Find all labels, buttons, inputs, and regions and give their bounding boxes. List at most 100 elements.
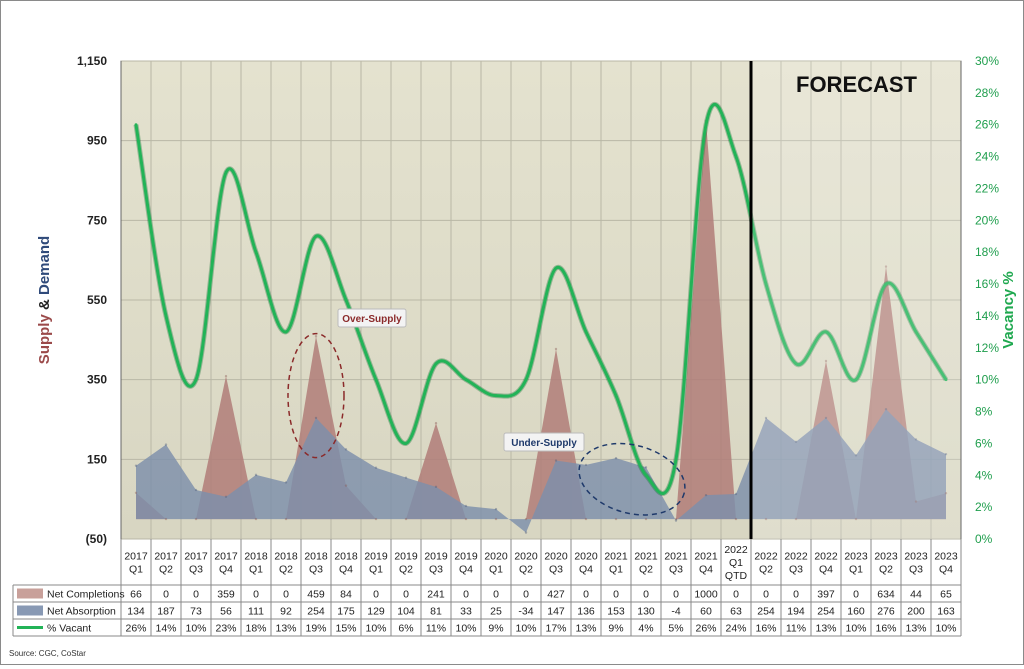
vacancy-point xyxy=(554,266,558,270)
x-category-label: 2019 xyxy=(394,551,418,563)
over-supply-box xyxy=(337,308,407,328)
table-cell: 397 xyxy=(817,589,835,601)
net-completions-point xyxy=(794,517,798,521)
net-absorption-point xyxy=(614,456,618,460)
net-completions-point xyxy=(464,517,468,521)
net-completions-point xyxy=(314,335,318,338)
x-category-label: 2018 xyxy=(244,551,268,563)
source-note: Source: CGC, CoStar xyxy=(9,649,86,658)
vacancy-point xyxy=(824,330,828,334)
y2-tick-label: 30% xyxy=(975,54,999,68)
y2-tick-label: 26% xyxy=(975,118,999,132)
net-completions-point xyxy=(194,517,198,521)
table-cell: 16% xyxy=(875,623,896,635)
x-category-label: 2019 xyxy=(364,551,388,563)
table-cell: 160 xyxy=(847,606,865,618)
vacancy-point xyxy=(524,378,528,382)
x-category-label: 2017 xyxy=(184,551,208,563)
table-cell: 33 xyxy=(460,606,472,618)
vacancy-point xyxy=(674,457,678,461)
table-cell: 19% xyxy=(305,623,326,635)
net-absorption-point xyxy=(764,416,768,420)
table-cell: 254 xyxy=(307,606,325,618)
vacancy-point xyxy=(224,171,228,175)
x-category-label: Q4 xyxy=(579,564,593,576)
net-absorption-point xyxy=(644,466,648,469)
x-category-label: Q1 xyxy=(369,564,383,576)
y2-tick-label: 18% xyxy=(975,245,999,259)
net-absorption-point xyxy=(434,485,438,489)
table-cell: 10% xyxy=(455,623,476,635)
x-category-label: Q3 xyxy=(309,564,323,576)
data-table: 2017Q12017Q22017Q32017Q42018Q12018Q22018… xyxy=(12,539,962,637)
net-absorption-area xyxy=(136,409,946,533)
vacancy-point xyxy=(644,473,648,477)
table-cell: -4 xyxy=(671,606,680,618)
table-cell: 0 xyxy=(463,589,469,601)
y2-tick-label: 2% xyxy=(975,500,993,514)
net-absorption-point xyxy=(914,438,918,441)
x-category-label: 2022 xyxy=(814,551,838,563)
table-cell: 241 xyxy=(427,589,445,601)
x-category-label: Q1 xyxy=(129,564,143,576)
table-cell: 73 xyxy=(190,606,202,618)
net-absorption-point xyxy=(404,476,408,479)
net-completions-point xyxy=(614,517,618,521)
vacancy-line-series xyxy=(133,102,949,497)
x-category-label: 2017 xyxy=(154,551,178,563)
net-completions-point xyxy=(524,517,528,521)
legend-swatch xyxy=(17,605,43,616)
over-supply-label: Over-Supply xyxy=(342,314,402,325)
table-cell: 0 xyxy=(373,589,379,601)
table-cell: 13% xyxy=(275,623,296,635)
table-cell: 63 xyxy=(730,606,742,618)
vacancy-point xyxy=(314,234,318,238)
y2-tick-label: 20% xyxy=(975,213,999,227)
right-y-axis: 0% 2% 4% 6% 8% 10% 12% 14% 16% 18% 20% 22% 24% 26% 28%… xyxy=(960,54,999,546)
table-cell: 10% xyxy=(515,623,536,635)
vacancy-point xyxy=(194,378,198,382)
net-absorption-point xyxy=(164,443,168,446)
under-supply-label: Under-Supply xyxy=(511,438,577,449)
net-completions-point xyxy=(734,517,738,521)
table-cell: 56 xyxy=(220,606,232,618)
x-category-label: 2022 xyxy=(754,551,778,563)
table-cell: 194 xyxy=(787,606,805,618)
y2-tick-label: 10% xyxy=(975,373,999,387)
net-completions-point xyxy=(914,500,918,503)
table-cell: 0 xyxy=(643,589,649,601)
forecast-group: FORECAST xyxy=(749,61,961,539)
vacancy-point xyxy=(584,330,588,334)
table-cell: 153 xyxy=(607,606,625,618)
x-category-label: QTD xyxy=(725,570,748,582)
table-cell: 254 xyxy=(757,606,775,618)
table-cell: 0 xyxy=(493,589,499,601)
y-axis-label: Supply & Demand xyxy=(36,236,53,364)
net-completions-point xyxy=(854,517,858,521)
forecast-label: FORECAST xyxy=(796,72,918,97)
x-category-label: Q3 xyxy=(189,564,203,576)
net-absorption-point xyxy=(734,492,738,496)
table-cell: 9% xyxy=(608,623,623,635)
x-category-label: 2019 xyxy=(454,551,478,563)
table-cell: 11% xyxy=(426,623,446,635)
table-row-label: Net Completions xyxy=(47,589,125,601)
table-cell: 104 xyxy=(397,606,415,618)
vacancy-point xyxy=(944,378,948,382)
vacancy-point xyxy=(794,362,798,366)
vacancy-point xyxy=(404,441,408,445)
net-absorption-point xyxy=(554,459,558,462)
vacancy-point xyxy=(734,155,738,159)
table-cell: 0 xyxy=(853,589,859,601)
net-completions-point xyxy=(224,374,228,378)
x-category-label: 2022 xyxy=(784,551,808,563)
vacancy-point xyxy=(164,314,168,318)
net-absorption-point xyxy=(584,463,588,467)
y2-tick-label: 28% xyxy=(975,86,999,100)
vacancy-point xyxy=(764,282,768,286)
x-category-label: Q4 xyxy=(339,564,353,576)
table-cell: 15% xyxy=(335,623,356,635)
net-completions-point xyxy=(134,491,138,494)
x-category-label: Q2 xyxy=(159,564,173,576)
x-category-label: 2023 xyxy=(904,551,928,563)
